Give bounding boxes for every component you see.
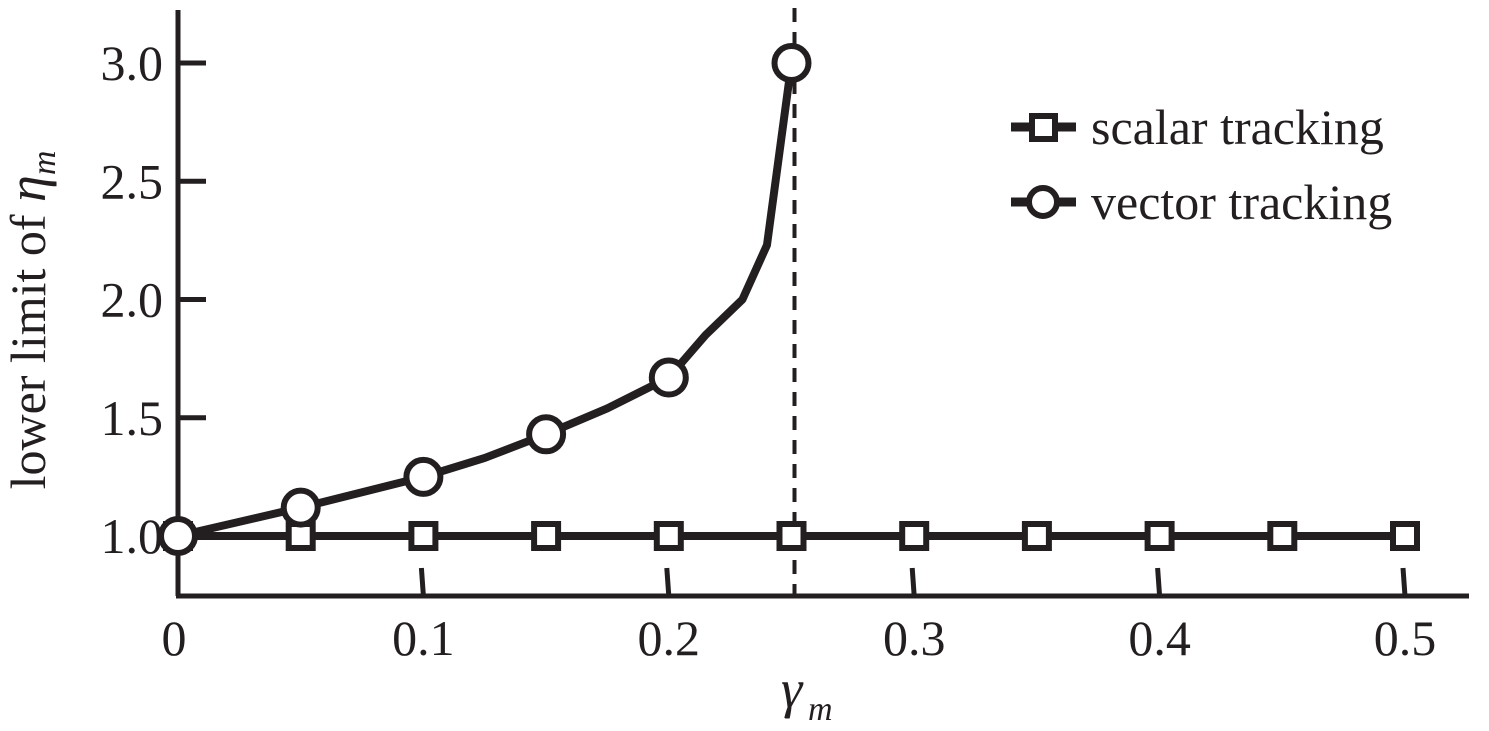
x-tick-label: 0.3 <box>883 610 946 666</box>
plot-area: 1.0 1.5 2.0 2.5 3.0 0 0.1 0.2 0.3 0.4 0.5 <box>101 8 1469 666</box>
x-tick-mark <box>909 567 917 597</box>
legend: scalar tracking vector tracking <box>1011 99 1392 230</box>
legend-entry-scalar: scalar tracking <box>1011 99 1384 155</box>
svg-text:lower limit of ηm: lower limit of ηm <box>0 151 63 490</box>
vector-tracking-point <box>280 487 321 528</box>
scalar-tracking-point <box>1267 521 1298 551</box>
x-tick-label: 0.4 <box>1128 610 1191 666</box>
vector-tracking-point <box>403 456 444 497</box>
legend-label-vector: vector tracking <box>1091 174 1392 230</box>
scalar-tracking-point <box>1021 521 1052 551</box>
vector-tracking-point <box>158 516 198 556</box>
x-axis-title: γ m <box>781 659 833 728</box>
y-tick-label: 2.0 <box>101 272 164 328</box>
y-tick-label: 1.0 <box>101 508 164 564</box>
scalar-tracking-point <box>653 521 684 551</box>
y-axis-title-symbol: η <box>0 175 57 202</box>
x-tick-label: 0.5 <box>1374 610 1437 666</box>
x-tick-label: 0.1 <box>392 610 455 666</box>
x-tick-mark <box>418 567 426 597</box>
x-axis-title-symbol: γ <box>781 659 804 719</box>
scalar-tracking-point <box>1144 521 1175 551</box>
legend-entry-vector: vector tracking <box>1011 174 1392 230</box>
y-tick-label: 3.0 <box>101 35 164 91</box>
x-tick-label: 0 <box>162 610 187 666</box>
x-tick-mark <box>664 567 672 597</box>
y-tick-label: 2.5 <box>101 153 164 209</box>
x-tick-mark <box>1155 567 1163 597</box>
legend-square-marker <box>1029 113 1058 142</box>
scalar-tracking-point <box>1390 521 1420 551</box>
scalar-tracking-point <box>776 521 807 551</box>
x-tick-mark <box>1400 567 1408 597</box>
y-axis-title-prefix: lower limit of <box>0 202 56 489</box>
legend-circle-marker <box>1026 185 1060 219</box>
scalar-tracking-point <box>899 521 930 551</box>
y-axis-title-subscript: m <box>26 151 63 176</box>
x-tick-label: 0.2 <box>638 610 701 666</box>
series-line-vector <box>174 59 796 540</box>
scalar-tracking-point <box>531 521 562 551</box>
y-axis-title: lower limit of ηm <box>0 151 63 490</box>
vector-tracking-point <box>771 43 812 83</box>
scalar-tracking-point <box>408 521 439 551</box>
vector-tracking-point <box>648 357 689 398</box>
x-axis-title-subscript: m <box>808 691 833 728</box>
vector-tracking-point <box>526 414 567 455</box>
legend-label-scalar: scalar tracking <box>1091 99 1384 155</box>
y-tick-label: 1.5 <box>101 390 164 446</box>
